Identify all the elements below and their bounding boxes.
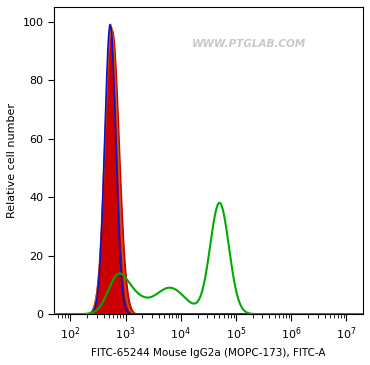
X-axis label: FITC-65244 Mouse IgG2a (MOPC-173), FITC-A: FITC-65244 Mouse IgG2a (MOPC-173), FITC-… — [91, 348, 326, 358]
Y-axis label: Relative cell number: Relative cell number — [7, 103, 17, 218]
Text: WWW.PTGLAB.COM: WWW.PTGLAB.COM — [192, 39, 306, 49]
